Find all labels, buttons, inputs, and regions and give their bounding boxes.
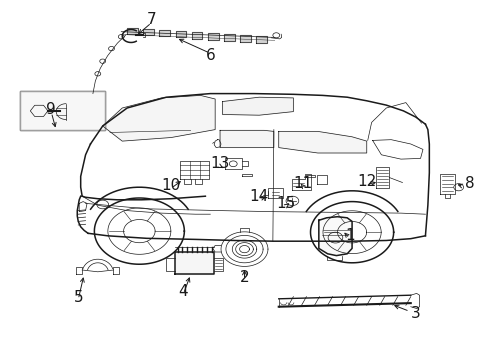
Polygon shape xyxy=(175,31,186,37)
Text: 2: 2 xyxy=(239,270,249,285)
Polygon shape xyxy=(127,28,138,34)
Polygon shape xyxy=(278,131,366,153)
Text: 10: 10 xyxy=(161,178,181,193)
Text: 7: 7 xyxy=(146,12,156,27)
Text: 8: 8 xyxy=(464,176,473,191)
Polygon shape xyxy=(159,30,170,36)
Text: 4: 4 xyxy=(178,284,188,299)
Polygon shape xyxy=(240,35,250,42)
Text: 11: 11 xyxy=(293,176,312,191)
Polygon shape xyxy=(318,217,351,256)
Polygon shape xyxy=(20,91,105,130)
Text: 1: 1 xyxy=(344,228,354,243)
Text: 15: 15 xyxy=(276,196,295,211)
Polygon shape xyxy=(222,97,293,115)
Text: 9: 9 xyxy=(46,102,56,117)
Text: 13: 13 xyxy=(210,156,229,171)
Polygon shape xyxy=(175,252,214,274)
Polygon shape xyxy=(207,33,218,40)
Polygon shape xyxy=(220,130,273,148)
Polygon shape xyxy=(224,34,234,41)
Polygon shape xyxy=(191,32,202,39)
Text: 12: 12 xyxy=(356,174,376,189)
Bar xyxy=(20,91,105,130)
Text: 3: 3 xyxy=(410,306,420,321)
Text: 14: 14 xyxy=(249,189,268,204)
Text: 5: 5 xyxy=(73,289,83,305)
Polygon shape xyxy=(143,29,154,35)
Text: 6: 6 xyxy=(205,48,215,63)
Polygon shape xyxy=(102,95,215,141)
Polygon shape xyxy=(256,36,266,43)
